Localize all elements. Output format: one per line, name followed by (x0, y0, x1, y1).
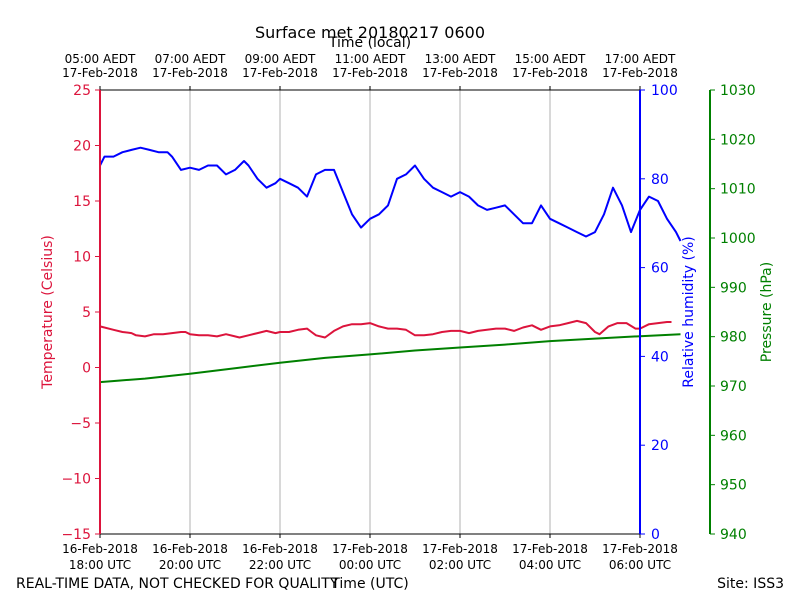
top-tick-date: 17-Feb-2018 (242, 66, 318, 80)
temperature-tick-label: 25 (73, 83, 91, 99)
top-tick-date: 17-Feb-2018 (152, 66, 228, 80)
humidity-axis-label: Relative humidity (%) (681, 236, 697, 387)
humidity-tick-label: 20 (651, 438, 669, 454)
temperature-tick-label: 10 (73, 250, 91, 266)
pressure-tick-label: 1020 (720, 132, 756, 148)
temperature-axis-label: Temperature (Celsius) (40, 235, 56, 390)
bottom-tick-date: 17-Feb-2018 (422, 542, 498, 556)
top-tick-date: 17-Feb-2018 (422, 66, 498, 80)
top-axis-label: Time (local) (328, 35, 411, 51)
bottom-tick-date: 16-Feb-2018 (62, 542, 138, 556)
bottom-tick-time: 04:00 UTC (519, 558, 581, 572)
top-tick-local-time: 09:00 AEDT (245, 52, 316, 66)
temperature-ticks: 25 20 15 10 5 0 −5 −10 −15 (61, 83, 100, 543)
temperature-tick-label: 0 (82, 361, 91, 377)
temperature-tick-label: 5 (82, 305, 91, 321)
pressure-tick-label: 980 (720, 330, 747, 346)
bottom-tick-date: 16-Feb-2018 (242, 542, 318, 556)
top-tick-local-time: 05:00 AEDT (65, 52, 136, 66)
pressure-axis-label: Pressure (hPa) (759, 262, 775, 362)
temperature-tick-label: −5 (70, 416, 91, 432)
top-tick-date: 17-Feb-2018 (512, 66, 588, 80)
pressure-tick-label: 1030 (720, 83, 756, 99)
temperature-tick-label: −15 (61, 527, 91, 543)
bottom-tick-date: 17-Feb-2018 (332, 542, 408, 556)
bottom-tick-time: 00:00 UTC (339, 558, 401, 572)
bottom-tick-time: 22:00 UTC (249, 558, 311, 572)
top-tick-date: 17-Feb-2018 (62, 66, 138, 80)
site-label: Site: ISS3 (717, 576, 784, 592)
bottom-tick-time: 20:00 UTC (159, 558, 221, 572)
top-tick-local-time: 17:00 AEDT (605, 52, 676, 66)
temperature-series-line (99, 319, 672, 339)
bottom-tick-date: 16-Feb-2018 (152, 542, 228, 556)
humidity-tick-label: 60 (651, 261, 669, 277)
bottom-time-ticks: 16-Feb-2018 18:00 UTC 16-Feb-2018 20:00 UTC… (62, 534, 678, 572)
humidity-tick-label: 100 (651, 83, 678, 99)
bottom-tick-time: 18:00 UTC (69, 558, 131, 572)
humidity-tick-label: 40 (651, 349, 669, 365)
top-tick-date: 17-Feb-2018 (602, 66, 678, 80)
bottom-tick-date: 17-Feb-2018 (602, 542, 678, 556)
humidity-tick-label: 0 (651, 527, 660, 543)
bottom-axis-label: Time (UTC) (330, 576, 408, 592)
bottom-tick-time: 06:00 UTC (609, 558, 671, 572)
temperature-tick-label: 20 (73, 139, 91, 155)
pressure-tick-label: 1000 (720, 231, 756, 247)
temperature-tick-label: 15 (73, 194, 91, 210)
pressure-tick-label: 990 (720, 280, 747, 296)
pressure-tick-label: 970 (720, 379, 747, 395)
chart-title: Surface met 20180217 0600 (255, 23, 485, 42)
pressure-ticks: 1030 1020 1010 1000 990 980 970 960 950 940 (710, 83, 756, 543)
pressure-tick-label: 950 (720, 478, 747, 494)
top-tick-date: 17-Feb-2018 (332, 66, 408, 80)
pressure-tick-label: 1010 (720, 182, 756, 198)
temperature-tick-label: −10 (61, 472, 91, 488)
pressure-tick-label: 960 (720, 428, 747, 444)
top-tick-local-time: 13:00 AEDT (425, 52, 496, 66)
humidity-tick-label: 80 (651, 172, 669, 188)
pressure-series-line (99, 333, 681, 384)
quality-disclaimer: REAL-TIME DATA, NOT CHECKED FOR QUALITY (16, 576, 339, 592)
gridlines (189, 90, 551, 534)
top-tick-local-time: 07:00 AEDT (155, 52, 226, 66)
humidity-ticks: 100 80 60 40 20 0 (640, 83, 678, 543)
top-tick-local-time: 15:00 AEDT (515, 52, 586, 66)
series-layer (99, 146, 682, 384)
humidity-series-line (99, 146, 682, 242)
pressure-tick-label: 940 (720, 527, 747, 543)
bottom-tick-date: 17-Feb-2018 (512, 542, 588, 556)
bottom-tick-time: 02:00 UTC (429, 558, 491, 572)
top-tick-local-time: 11:00 AEDT (335, 52, 406, 66)
